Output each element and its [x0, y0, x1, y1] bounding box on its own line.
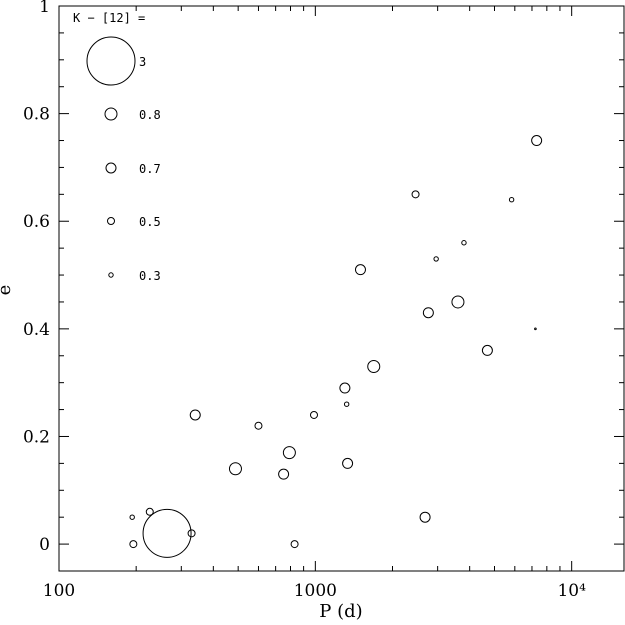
y-tick-label: 0.8 — [23, 105, 50, 125]
data-point — [342, 457, 354, 469]
data-point — [343, 401, 350, 407]
data-points — [129, 135, 543, 558]
data-point — [422, 307, 434, 319]
data-point — [433, 256, 439, 262]
data-point — [419, 511, 431, 523]
data-point — [534, 327, 537, 331]
data-point — [282, 446, 296, 460]
data-point — [254, 421, 263, 430]
legend-marker — [86, 36, 136, 86]
axis-ticks — [58, 5, 624, 572]
y-tick-label: 1 — [39, 0, 50, 17]
x-tick-label: 100 — [43, 581, 75, 601]
legend-marker — [105, 162, 117, 174]
x-axis-label: P (d) — [319, 601, 362, 622]
x-tick-label: 1000 — [294, 581, 337, 601]
legend: K − [12] = 3 0.8 0.7 0.5 0.3 — [73, 11, 161, 283]
y-tick-label: 0 — [39, 535, 50, 555]
data-point — [367, 360, 381, 374]
legend-label: 0.8 — [139, 108, 161, 122]
data-point — [278, 468, 290, 480]
data-point — [339, 382, 351, 394]
data-point — [354, 264, 366, 276]
legend-label: 0.7 — [139, 162, 161, 176]
data-point — [461, 240, 467, 246]
data-point — [129, 540, 138, 549]
data-point — [145, 507, 154, 516]
axis-tick-labels: 100 1000 10⁴ 0 0.2 0.4 0.6 0.8 1 — [23, 0, 586, 601]
legend-title: K − [12] = — [73, 11, 145, 25]
data-point — [228, 462, 242, 476]
data-point — [290, 540, 299, 549]
legend-marker — [107, 217, 115, 225]
data-point — [481, 344, 493, 356]
y-tick-label: 0.4 — [23, 320, 50, 340]
legend-marker — [104, 107, 118, 121]
data-point — [411, 190, 420, 199]
y-tick-label: 0.6 — [23, 212, 50, 232]
data-point — [187, 529, 196, 538]
legend-label: 0.5 — [139, 215, 161, 229]
y-tick-label: 0.2 — [23, 427, 50, 447]
data-point — [142, 508, 192, 558]
data-point — [451, 295, 465, 309]
data-point — [189, 409, 201, 421]
y-axis-label: e — [0, 285, 15, 296]
data-point — [508, 197, 515, 203]
legend-label: 3 — [139, 55, 146, 69]
data-point — [531, 135, 543, 147]
data-point — [309, 410, 318, 419]
legend-marker — [108, 272, 114, 278]
plot-frame — [58, 5, 625, 572]
legend-label: 0.3 — [139, 269, 161, 283]
x-tick-label: 10⁴ — [557, 581, 586, 601]
data-point — [129, 514, 135, 520]
